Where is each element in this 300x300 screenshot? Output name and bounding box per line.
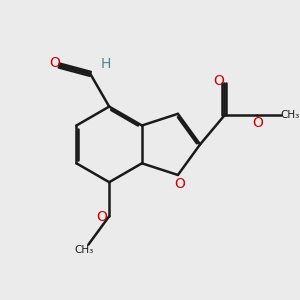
Text: O: O xyxy=(49,56,60,70)
Text: O: O xyxy=(213,74,224,88)
Text: CH₃: CH₃ xyxy=(75,244,94,255)
Text: O: O xyxy=(96,210,107,224)
Text: O: O xyxy=(253,116,263,130)
Text: O: O xyxy=(175,177,186,191)
Text: H: H xyxy=(100,57,111,71)
Text: CH₃: CH₃ xyxy=(280,110,299,120)
